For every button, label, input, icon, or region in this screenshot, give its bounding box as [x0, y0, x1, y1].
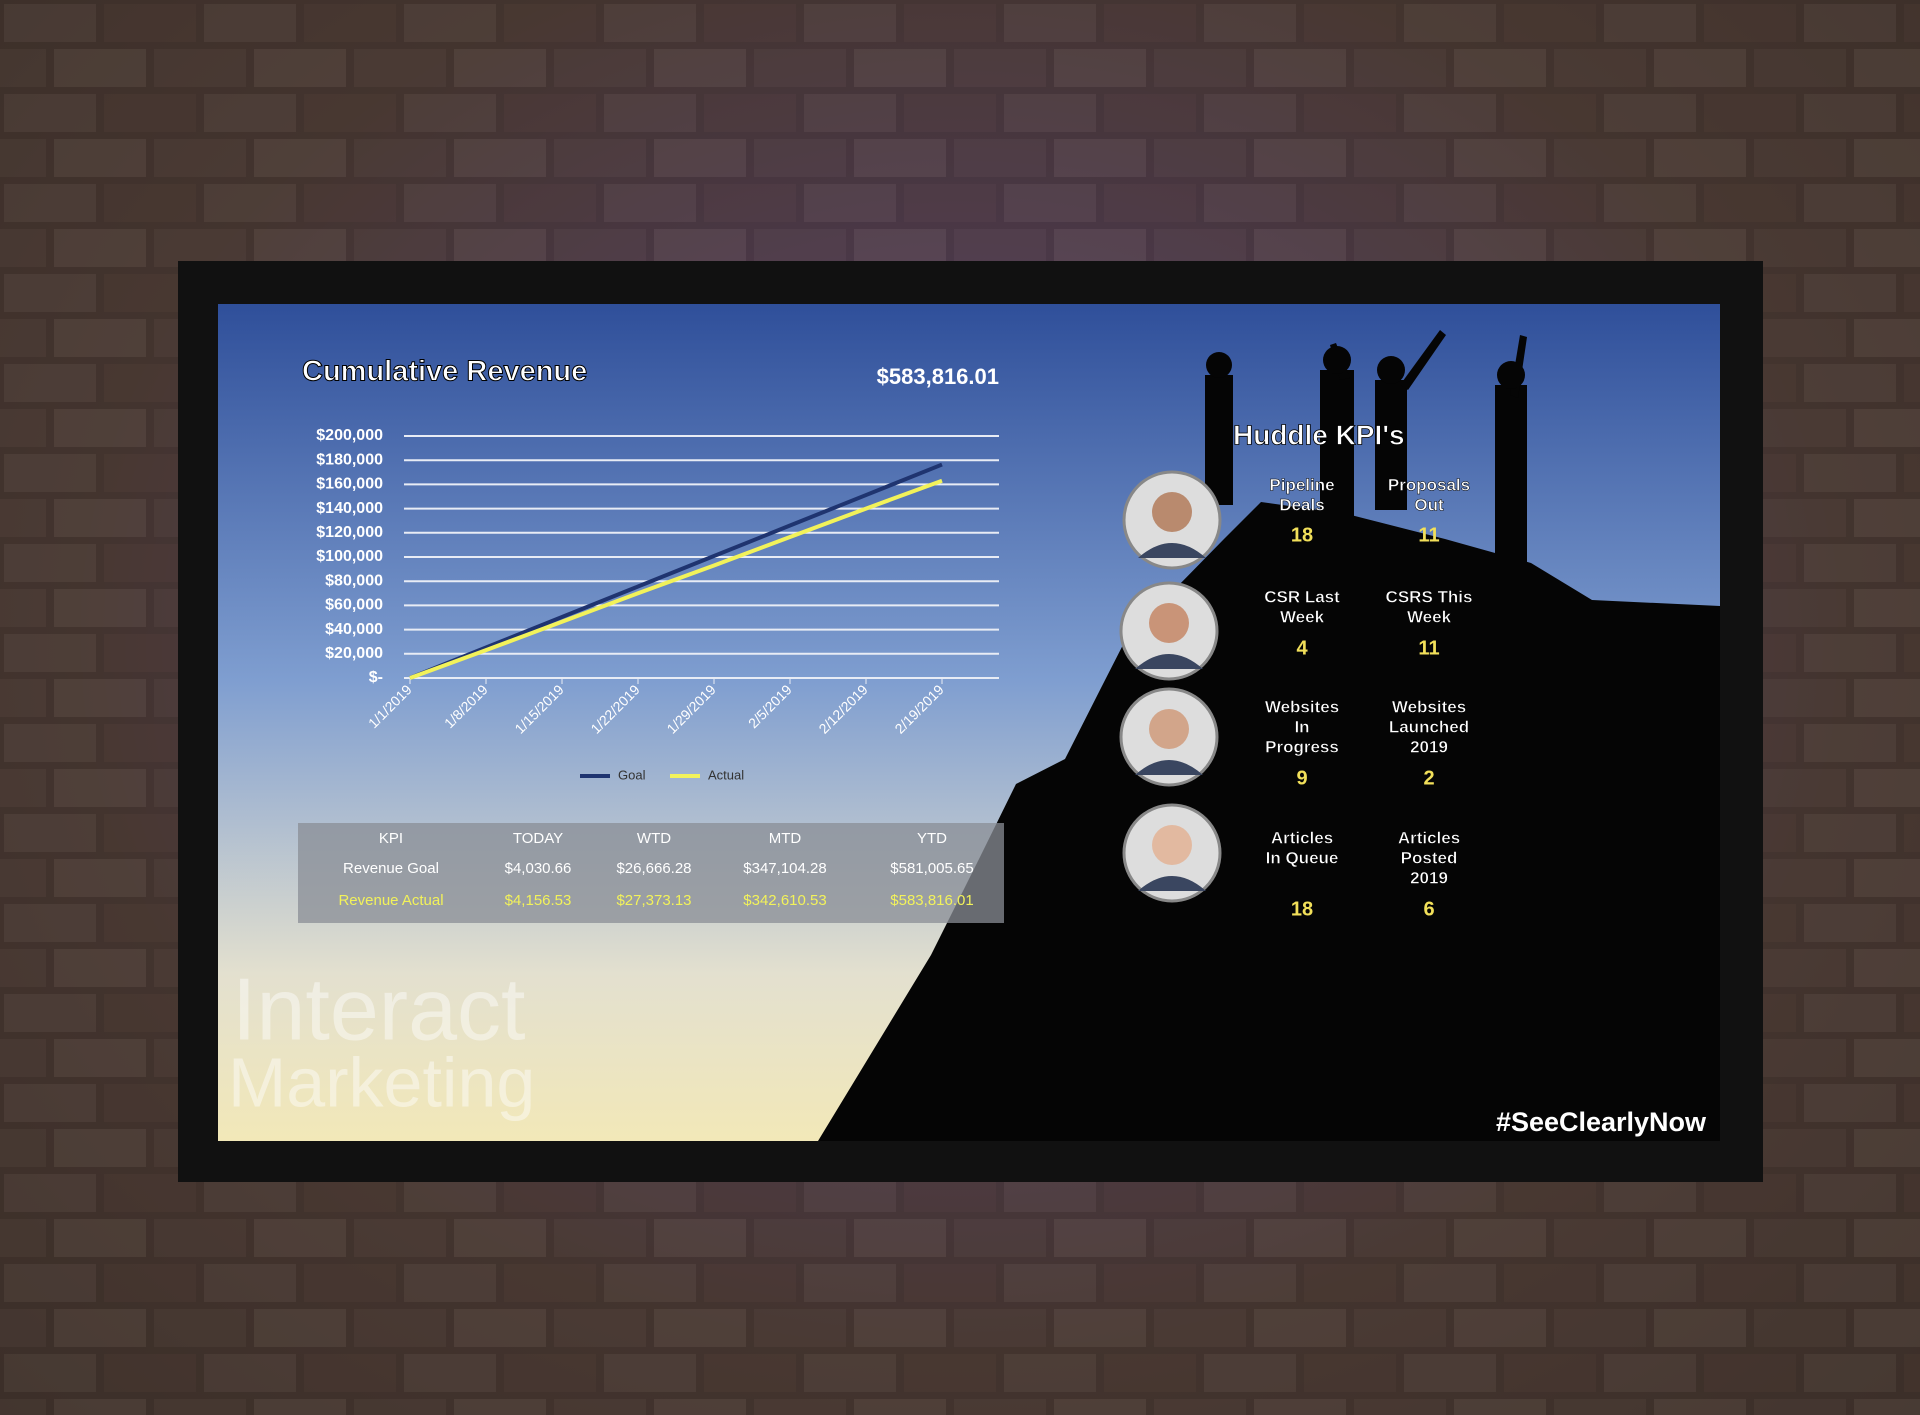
- logo-line1: Interact: [232, 959, 525, 1058]
- kpi-label: Proposals: [1388, 475, 1470, 494]
- kpi-label: Launched: [1389, 717, 1469, 736]
- kpi-value: 11: [1418, 524, 1439, 546]
- kpi-label: 2019: [1410, 737, 1448, 756]
- kpi-value: 18: [1291, 898, 1313, 920]
- kpi-value: 18: [1291, 524, 1313, 546]
- table-header: WTD: [637, 830, 671, 847]
- avatar-body: [1138, 876, 1206, 891]
- avatar-body: [1138, 543, 1206, 558]
- kpi-table: [298, 823, 1004, 923]
- avatar-face: [1152, 492, 1192, 532]
- kpi-label: In Queue: [1266, 848, 1339, 867]
- y-tick-label: $200,000: [316, 427, 383, 444]
- table-header: TODAY: [513, 830, 563, 847]
- kpi-label: Deals: [1279, 495, 1324, 514]
- y-tick-label: $100,000: [316, 548, 383, 565]
- avatar-face: [1149, 709, 1189, 749]
- series-line: [409, 478, 943, 680]
- y-tick-label: $160,000: [316, 476, 383, 493]
- table-cell: $4,030.66: [505, 860, 572, 877]
- kpi-label: Pipeline: [1269, 475, 1334, 494]
- table-cell: $342,610.53: [743, 892, 826, 909]
- kpi-title: Huddle KPI's: [1233, 419, 1405, 450]
- table-cell: $583,816.01: [890, 892, 973, 909]
- kpi-label: 2019: [1410, 868, 1448, 887]
- table-header: KPI: [379, 830, 403, 847]
- avatar-face: [1152, 825, 1192, 865]
- kpi-value: 4: [1296, 637, 1308, 659]
- y-tick-label: $80,000: [325, 572, 383, 589]
- table-cell: Revenue Goal: [343, 860, 439, 877]
- table-cell: $26,666.28: [616, 860, 691, 877]
- kpi-label: Progress: [1265, 737, 1339, 756]
- y-tick-label: $120,000: [316, 524, 383, 541]
- kpi-label: Websites: [1392, 697, 1466, 716]
- y-tick-label: $40,000: [325, 621, 383, 638]
- table-header: MTD: [769, 830, 802, 847]
- kpi-value: 11: [1418, 637, 1439, 659]
- kpi-label: Websites: [1265, 697, 1339, 716]
- table-cell: Revenue Actual: [338, 892, 443, 909]
- kpi-label: In: [1294, 717, 1309, 736]
- y-tick-label: $-: [369, 669, 383, 686]
- avatar-body: [1135, 760, 1203, 775]
- table-cell: $4,156.53: [505, 892, 572, 909]
- table-cell: $581,005.65: [890, 860, 973, 877]
- kpi-value: 6: [1423, 898, 1434, 920]
- kpi-label: CSRS This: [1386, 587, 1473, 606]
- kpi-label: Week: [1407, 607, 1452, 626]
- table-header: YTD: [917, 830, 947, 847]
- table-cell: $27,373.13: [616, 892, 691, 909]
- kpi-label: Out: [1414, 495, 1444, 514]
- kpi-value: 2: [1423, 767, 1434, 789]
- kpi-value: 9: [1296, 767, 1307, 789]
- kpi-label: Articles: [1271, 828, 1333, 847]
- legend-label: Actual: [708, 767, 744, 782]
- hashtag: #SeeClearlyNow: [1496, 1107, 1707, 1137]
- avatar-body: [1135, 654, 1203, 669]
- mountain: [818, 502, 1720, 1141]
- legend-label: Goal: [618, 767, 646, 782]
- kpi-label: CSR Last: [1264, 587, 1340, 606]
- y-tick-label: $60,000: [325, 597, 383, 614]
- kpi-label: Articles: [1398, 828, 1460, 847]
- y-tick-label: $180,000: [316, 451, 383, 468]
- series-line: [409, 462, 943, 680]
- climbers: [1205, 330, 1527, 565]
- total-revenue: $583,816.01: [877, 364, 999, 389]
- kpi-label: Posted: [1401, 848, 1458, 867]
- avatar-face: [1149, 603, 1189, 643]
- y-tick-label: $140,000: [316, 500, 383, 517]
- logo-line2: Marketing: [228, 1043, 535, 1121]
- table-cell: $347,104.28: [743, 860, 826, 877]
- chart-title: Cumulative Revenue: [302, 356, 587, 388]
- kpi-label: Week: [1280, 607, 1325, 626]
- y-tick-label: $20,000: [325, 645, 383, 662]
